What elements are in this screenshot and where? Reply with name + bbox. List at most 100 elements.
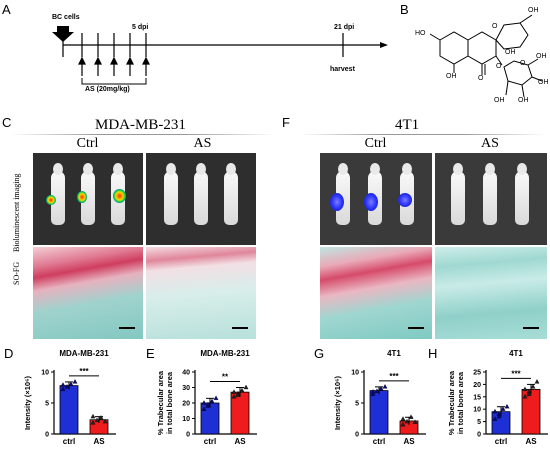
label-treatment: AS (20mg/kg) [85, 86, 130, 93]
structure-label: OH [446, 73, 457, 80]
x-tick-label: AS [403, 437, 415, 446]
chart-title: MDA-MB-231 [59, 349, 109, 358]
bli-image-ctrl-4t1 [320, 153, 432, 245]
data-point [201, 400, 207, 405]
panel-c-divider [10, 134, 275, 135]
significance-label: ** [222, 373, 229, 382]
chemical-structure: HO OH O OH O OH O OH OH O OH OH [410, 5, 550, 110]
data-point [68, 381, 74, 387]
data-point [98, 415, 104, 420]
row-label-bli: Bioluminescent imaging [12, 173, 21, 252]
panel-label-f: F [282, 115, 290, 130]
structure-label: OH [538, 79, 549, 86]
data-point [412, 419, 418, 424]
col-head-ctrl: Ctrl [76, 136, 99, 151]
structure-svg [429, 14, 543, 98]
panel-label-h: H [428, 346, 438, 361]
data-point [205, 401, 211, 407]
y-axis-label: in total bone area [456, 371, 465, 434]
timeline-ticks [62, 33, 344, 57]
panel-f-divider [300, 134, 545, 135]
chart-g: 4T1 0 5 10 Intensity (×10⁶) ctrl AS *** [333, 349, 426, 446]
panel-label-a: A [2, 2, 11, 17]
data-point [72, 379, 78, 384]
data-point [94, 417, 100, 423]
data-point [243, 384, 249, 390]
data-point [64, 384, 70, 389]
col-head-as-4t1: AS [481, 136, 499, 151]
data-point [382, 384, 388, 389]
data-point [504, 403, 510, 409]
y-tick-label: 20 [473, 382, 481, 389]
timeline-arrowhead-icon [380, 42, 388, 48]
dose-arrows [78, 56, 150, 76]
y-tick-label: 10 [473, 407, 481, 414]
y-tick-label: 25 [473, 370, 481, 377]
x-tick-label: AS [234, 437, 246, 446]
bar-ctrl [59, 385, 79, 435]
bli-image-ctrl [33, 153, 143, 245]
y-tick-label: 10 [41, 370, 49, 377]
structure-label: OH [536, 53, 547, 60]
data-point [492, 416, 498, 421]
y-tick-label: 10 [182, 416, 190, 423]
bar-ctrl [369, 390, 389, 435]
y-tick-label: 5 [477, 419, 481, 426]
panel-f-title: 4T1 [395, 117, 420, 133]
data-point [60, 386, 66, 392]
y-axis-label: % Trabecular area [447, 370, 456, 435]
structure-label: O [478, 75, 484, 82]
data-point [231, 389, 237, 394]
data-point [102, 418, 108, 424]
data-point [400, 416, 406, 421]
y-tick-label: 30 [182, 385, 190, 392]
data-point [400, 421, 406, 427]
panel-label-d: D [4, 346, 14, 361]
x-tick-label: ctrl [495, 437, 507, 446]
y-tick-label: 15 [473, 394, 481, 401]
panel-c-title: MDA-MB-231 [95, 117, 186, 133]
x-tick-label: ctrl [373, 437, 385, 446]
timeline-schematic [0, 0, 400, 110]
y-tick-label: 40 [182, 370, 190, 377]
data-point [235, 392, 241, 397]
x-tick-label: AS [525, 437, 537, 446]
label-harvest: harvest [330, 66, 355, 73]
structure-label: O [492, 23, 498, 30]
structure-label: OH [518, 97, 529, 104]
data-point [201, 406, 207, 411]
structure-label: OH [528, 7, 539, 14]
sofg-image-as [146, 247, 256, 339]
data-point [534, 379, 540, 384]
timeline-svg [52, 26, 388, 85]
chart-title: 4T1 [509, 349, 523, 358]
sofg-image-ctrl-4t1 [320, 247, 432, 339]
y-tick-label: 5 [355, 401, 359, 408]
data-point [370, 391, 376, 396]
data-point [404, 418, 410, 424]
significance-label: *** [79, 367, 89, 376]
x-tick-label: ctrl [204, 437, 216, 446]
y-tick-label: 10 [351, 370, 359, 377]
x-tick-label: ctrl [63, 437, 75, 446]
significance-label: *** [389, 372, 399, 381]
data-point [378, 385, 384, 391]
label-21-dpi: 21 dpi [334, 24, 355, 31]
chart-h: 4T1 0 5 10 15 20 25 % Trabecular area in total b… [447, 349, 548, 446]
data-point [522, 386, 528, 392]
y-tick-label: 0 [45, 432, 49, 439]
y-axis-label: Intensity (×10⁶) [333, 375, 342, 430]
y-axis-label: in total bone area [165, 371, 174, 434]
label-5-dpi: 5 dpi [132, 24, 149, 31]
col-head-as: AS [193, 136, 212, 151]
structure-label: OH [505, 49, 516, 56]
data-point [496, 413, 502, 419]
row-label-sofg: SO-FG [12, 261, 21, 285]
chart-d: MDA-MB-231 0 5 10 Intensity (×10⁶) ctrl AS *** [23, 349, 116, 446]
data-point [239, 387, 245, 393]
significance-label: *** [511, 369, 521, 378]
data-point [90, 413, 96, 419]
chart-e: MDA-MB-231 0 10 20 30 40 % Trabecular area in t… [156, 349, 257, 446]
bli-image-as-4t1 [435, 153, 547, 245]
structure-label: O [496, 63, 502, 70]
